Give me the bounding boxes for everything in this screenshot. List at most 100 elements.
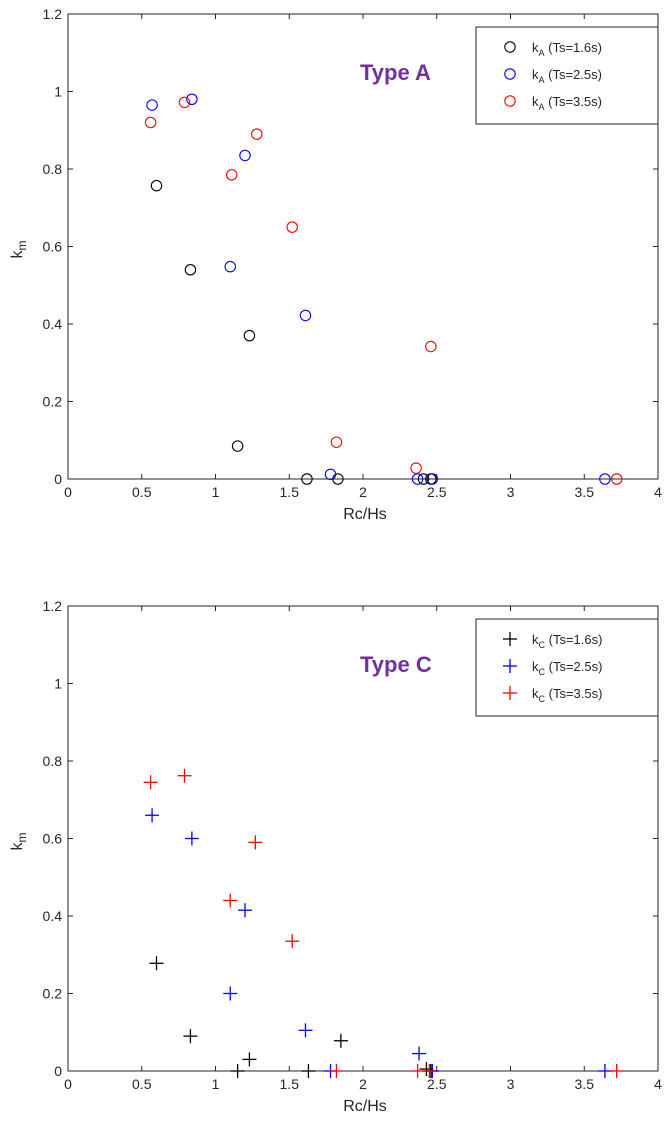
legend-label: kC (Ts=1.6s) bbox=[532, 632, 602, 650]
y-tick-label: 1.2 bbox=[43, 598, 63, 614]
x-tick-label: 2 bbox=[359, 484, 367, 500]
x-tick-label: 0.5 bbox=[132, 1076, 152, 1092]
series-3 bbox=[143, 768, 624, 1078]
legend-label: kA (Ts=1.6s) bbox=[532, 40, 602, 58]
legend-marker bbox=[504, 41, 516, 53]
series-2 bbox=[145, 808, 612, 1078]
x-tick-label: 1.5 bbox=[280, 484, 300, 500]
y-axis-label: km bbox=[9, 241, 29, 259]
y-tick-label: 1.2 bbox=[43, 6, 63, 22]
legend-marker bbox=[504, 68, 516, 80]
x-tick-label: 1 bbox=[212, 484, 220, 500]
y-tick-label: 0.2 bbox=[43, 986, 63, 1002]
data-point bbox=[333, 1033, 348, 1048]
series-3 bbox=[144, 96, 623, 485]
data-point bbox=[146, 99, 158, 111]
legend-label: kC (Ts=3.5s) bbox=[532, 686, 602, 704]
data-point bbox=[184, 263, 197, 276]
x-tick-label: 2.5 bbox=[427, 1076, 447, 1092]
data-point bbox=[145, 808, 160, 823]
y-tick-label: 1 bbox=[54, 84, 62, 100]
data-point bbox=[225, 169, 238, 181]
legend: kA (Ts=1.6s) kA (Ts=2.5s) kA (Ts=3.5s) bbox=[475, 26, 659, 125]
y-tick-label: 0.4 bbox=[43, 316, 63, 332]
x-tick-label: 0 bbox=[64, 1076, 72, 1092]
data-point bbox=[410, 1064, 425, 1078]
data-point bbox=[248, 835, 263, 850]
x-axis-label: Rc/Hs bbox=[343, 506, 387, 523]
legend-marker bbox=[503, 686, 517, 700]
data-point bbox=[223, 893, 238, 908]
y-tick-label: 0.8 bbox=[43, 753, 63, 769]
x-tick-label: 1 bbox=[212, 1076, 220, 1092]
x-tick-label: 3 bbox=[507, 484, 515, 500]
y-tick-label: 0.6 bbox=[43, 239, 63, 255]
legend-marker bbox=[503, 659, 517, 673]
data-point bbox=[422, 1064, 437, 1078]
y-tick-label: 0.6 bbox=[43, 831, 63, 847]
legend-box bbox=[475, 618, 659, 717]
series-1 bbox=[149, 956, 438, 1078]
data-point bbox=[412, 1046, 427, 1061]
y-tick-label: 0 bbox=[54, 1063, 62, 1079]
data-point bbox=[150, 179, 163, 192]
legend-label: kC (Ts=2.5s) bbox=[532, 659, 602, 677]
data-point bbox=[183, 1029, 198, 1044]
x-tick-label: 1.5 bbox=[280, 1076, 300, 1092]
legend-label: kA (Ts=3.5s) bbox=[532, 94, 602, 112]
data-point bbox=[251, 128, 263, 140]
legend-marker bbox=[503, 632, 517, 646]
data-point bbox=[286, 221, 298, 233]
data-point bbox=[242, 1052, 257, 1067]
data-point bbox=[231, 440, 244, 452]
data-point bbox=[285, 934, 300, 949]
x-tick-label: 4 bbox=[654, 484, 662, 500]
legend-label: kA (Ts=2.5s) bbox=[532, 67, 602, 85]
chart-2: 0 0.5 1 1.5 2 2.5 3 3.5 4 0 0.2 0.4 0.6 0.8 1 1.2 Rc/Hs k… bbox=[9, 598, 662, 1115]
x-tick-label: 3 bbox=[507, 1076, 515, 1092]
data-point bbox=[417, 473, 430, 485]
y-axis-label: km bbox=[9, 833, 29, 851]
legend-marker bbox=[504, 95, 516, 107]
data-point bbox=[301, 1064, 316, 1078]
data-point bbox=[186, 93, 198, 106]
y-tick-label: 0 bbox=[54, 471, 62, 487]
data-point bbox=[224, 260, 237, 273]
data-point bbox=[298, 1023, 313, 1038]
data-point bbox=[426, 473, 439, 485]
x-tick-label: 4 bbox=[654, 1076, 662, 1092]
y-tick-label: 1 bbox=[54, 676, 62, 692]
x-tick-label: 0.5 bbox=[132, 484, 152, 500]
data-point bbox=[149, 956, 164, 971]
chart-1: 0 0.5 1 1.5 2 2.5 3 3.5 4 0 0.2 0.4 0.6 0.8 1 1.2 Rc/Hs k… bbox=[9, 6, 662, 523]
data-point bbox=[425, 340, 437, 353]
data-point bbox=[238, 903, 252, 918]
y-tick-label: 0.8 bbox=[43, 161, 63, 177]
x-tick-label: 2.5 bbox=[427, 484, 447, 500]
chart-annotation: Type A bbox=[360, 60, 431, 85]
data-point bbox=[239, 149, 251, 162]
x-tick-label: 0 bbox=[64, 484, 72, 500]
data-point bbox=[330, 436, 343, 448]
data-point bbox=[178, 96, 191, 109]
y-tick-label: 0.2 bbox=[43, 394, 63, 410]
data-point bbox=[324, 468, 337, 481]
data-point bbox=[230, 1064, 245, 1078]
data-point bbox=[177, 768, 192, 783]
data-point bbox=[143, 775, 158, 790]
data-point bbox=[184, 831, 199, 846]
series-2 bbox=[146, 93, 611, 485]
x-axis-label: Rc/Hs bbox=[343, 1098, 387, 1115]
legend: kC (Ts=1.6s) kC (Ts=2.5s) kC (Ts=3.5s) bbox=[475, 618, 659, 717]
data-point bbox=[599, 473, 611, 485]
chart-annotation: Type C bbox=[360, 652, 432, 677]
x-tick-label: 3.5 bbox=[575, 1076, 595, 1092]
data-point bbox=[410, 462, 422, 474]
data-point bbox=[609, 1064, 624, 1078]
data-point bbox=[411, 473, 424, 485]
data-point bbox=[329, 1064, 344, 1078]
data-point bbox=[597, 1064, 612, 1078]
data-point bbox=[243, 329, 256, 342]
